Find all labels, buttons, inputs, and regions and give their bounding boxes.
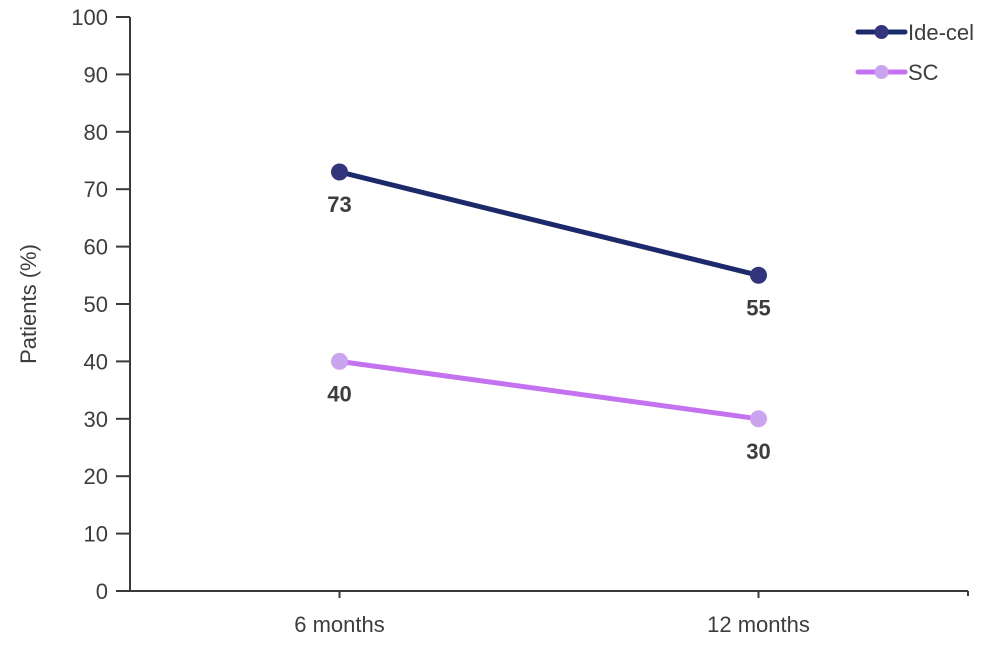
series-line-ide-cel xyxy=(337,169,761,278)
y-tick-label: 60 xyxy=(84,235,108,260)
y-tick-label: 0 xyxy=(96,579,108,604)
data-label: 30 xyxy=(746,439,770,464)
legend-swatch-marker xyxy=(874,25,889,39)
y-tick-label: 90 xyxy=(84,62,108,87)
data-label: 73 xyxy=(327,192,351,217)
legend-item-ide-cel: Ide-cel xyxy=(855,20,974,45)
legend-item-sc: SC xyxy=(855,60,939,85)
y-tick-label: 70 xyxy=(84,177,108,202)
data-label: 40 xyxy=(327,381,351,406)
x-tick-label: 12 months xyxy=(707,612,810,637)
data-point-ide-cel xyxy=(750,266,767,284)
y-tick-label: 80 xyxy=(84,120,108,145)
data-label: 55 xyxy=(746,295,770,320)
legend-swatch-marker xyxy=(874,65,889,79)
x-tick-label: 6 months xyxy=(294,612,385,637)
y-tick-label: 30 xyxy=(84,407,108,432)
y-axis-title: Patients (%) xyxy=(16,244,41,364)
y-tick-label: 50 xyxy=(84,292,108,317)
data-point-sc xyxy=(750,410,767,428)
legend-label: SC xyxy=(908,60,939,85)
data-point-sc xyxy=(331,352,348,370)
legend-label: Ide-cel xyxy=(908,20,974,45)
y-tick-label: 100 xyxy=(71,5,108,30)
y-tick-label: 20 xyxy=(84,464,108,489)
data-point-ide-cel xyxy=(331,163,348,181)
y-tick-label: 40 xyxy=(84,349,108,374)
series-line-sc xyxy=(337,358,761,422)
y-tick-label: 10 xyxy=(84,522,108,547)
